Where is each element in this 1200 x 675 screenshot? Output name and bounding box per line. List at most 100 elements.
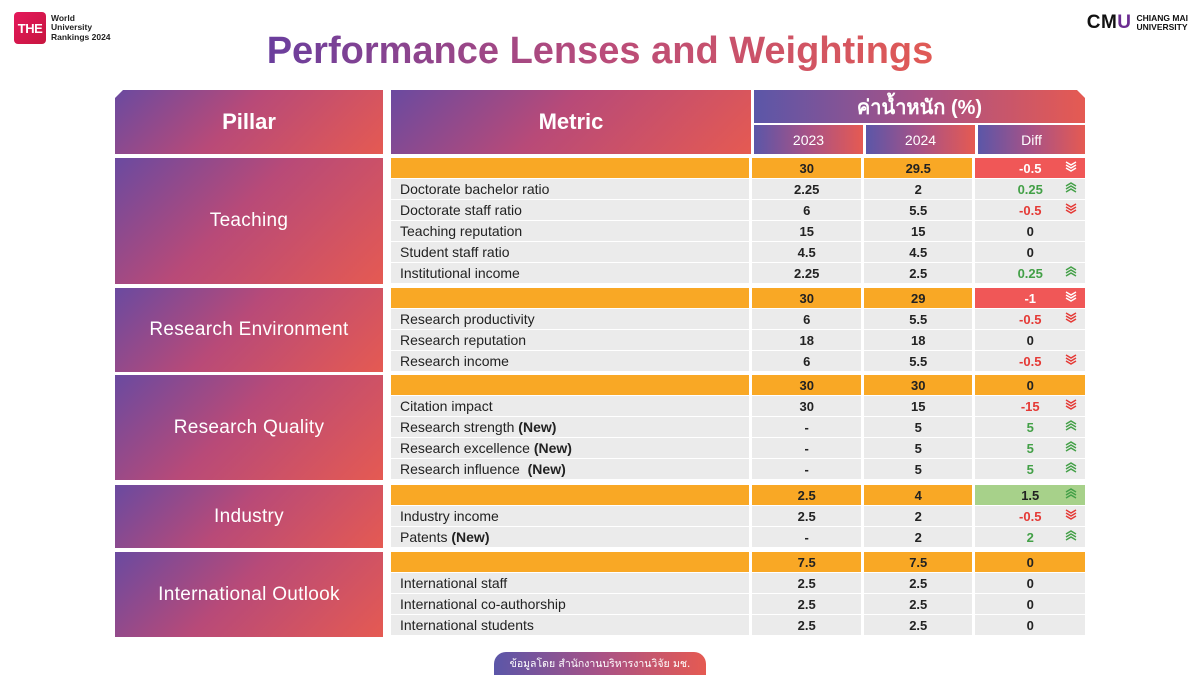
weight-diff: 0 [975,221,1085,241]
weight-diff: 0 [975,242,1085,262]
weight-2023: 30 [752,396,861,416]
metric-name: International staff [391,573,750,593]
double-chevron-down-icon [1065,161,1077,175]
metric-row: Research productivity 6 5.5 -0.5 [391,309,1085,329]
double-chevron-down-icon [1065,354,1077,368]
metric-row: Research income 6 5.5 -0.5 [391,351,1085,371]
weight-2024: 18 [863,330,973,350]
weight-diff: 0 [975,552,1085,572]
weight-2023: 18 [752,330,861,350]
double-chevron-down-icon [1065,399,1077,413]
weight-diff: 5 [975,459,1085,479]
weight-2024: 5.5 [863,309,973,329]
metric-row: Institutional income 2.25 2.5 0.25 [391,263,1085,283]
weight-2024: 5 [863,417,973,437]
double-chevron-down-icon [1065,509,1077,523]
weight-2024: 2.5 [863,573,973,593]
weight-diff: 0 [975,594,1085,614]
weight-2024: 2 [863,506,973,526]
weight-2024: 15 [863,221,973,241]
metric-name [391,552,750,572]
page-title: Performance Lenses and Weightings [266,30,934,72]
weight-2023: - [752,438,861,458]
metric-row: Research excellence (New) -5 5 [391,438,1085,458]
weight-diff: -15 [975,396,1085,416]
weight-2023: 2.5 [752,573,861,593]
weight-diff: -1 [975,288,1085,308]
weight-2023: 2.5 [752,485,861,505]
pillar-total-row: 7.5 7.5 0 [391,552,1085,572]
double-chevron-down-icon [1065,203,1077,217]
metric-name [391,375,750,395]
weight-2023: - [752,527,861,547]
weight-2024: 2 [863,179,973,199]
metric-name: Doctorate bachelor ratio [391,179,750,199]
weight-2023: 30 [752,288,861,308]
pillar-total-row: 30 29.5 -0.5 [391,158,1085,178]
year-2023-header: 2023 [754,125,863,154]
year-2024-header: 2024 [866,125,975,154]
weight-2023: 2.5 [752,506,861,526]
weight-2023: 6 [752,309,861,329]
metric-row: Student staff ratio 4.5 4.5 0 [391,242,1085,262]
metric-name: International co-authorship [391,594,750,614]
weight-2024: 2.5 [863,594,973,614]
metric-row: Doctorate staff ratio 6 5.5 -0.5 [391,200,1085,220]
metric-row: Research strength (New) -5 5 [391,417,1085,437]
double-chevron-up-icon [1065,488,1077,502]
pillar-cell: Research Quality [115,375,383,480]
double-chevron-up-icon [1065,266,1077,280]
weight-diff: -0.5 [975,351,1085,371]
double-chevron-up-icon [1065,462,1077,476]
metric-row: Research reputation 18 18 0 [391,330,1085,350]
new-badge: (New) [533,440,572,456]
weight-2024: 5.5 [863,200,973,220]
weight-2024: 5 [863,459,973,479]
double-chevron-down-icon [1065,312,1077,326]
double-chevron-down-icon [1065,291,1077,305]
weight-diff: 0.25 [975,263,1085,283]
double-chevron-up-icon [1065,182,1077,196]
metric-name: Institutional income [391,263,750,283]
metric-name: Research productivity [391,309,750,329]
metric-row: International students 2.5 2.5 0 [391,615,1085,635]
metric-row: Doctorate bachelor ratio 2.25 2 0.25 [391,179,1085,199]
metric-row: International co-authorship 2.5 2.5 0 [391,594,1085,614]
weight-2024: 2.5 [863,263,973,283]
weight-2024: 30 [863,375,973,395]
new-badge: (New) [527,461,566,477]
metric-name: Research income [391,351,750,371]
metric-name: Doctorate staff ratio [391,200,750,220]
the-logo: THE World University Rankings 2024 [14,12,111,44]
pillar-cell: International Outlook [115,552,383,637]
metric-name: Patents (New) [391,527,750,547]
new-badge: (New) [451,529,490,545]
the-logo-text: World University Rankings 2024 [51,12,111,42]
cmu-logo-text: CHIANG MAI UNIVERSITY [1136,13,1188,32]
weight-2024: 5.5 [863,351,973,371]
double-chevron-up-icon [1065,420,1077,434]
metric-name: Citation impact [391,396,750,416]
double-chevron-up-icon [1065,530,1077,544]
source-footer: ข้อมูลโดย สำนักงานบริหารงานวิจัย มช. [494,652,706,675]
diff-header: Diff [978,125,1085,154]
weight-2023: 30 [752,158,861,178]
weight-diff: -0.5 [975,506,1085,526]
weight-diff: 0.25 [975,179,1085,199]
pillar-cell: Teaching [115,158,383,284]
weight-diff: 0 [975,573,1085,593]
weight-diff: 2 [975,527,1085,547]
double-chevron-up-icon [1065,441,1077,455]
cmu-logo-mark: CMU [1086,12,1132,33]
pillar-total-row: 2.5 4 1.5 [391,485,1085,505]
weight-2023: 2.5 [752,615,861,635]
weight-2024: 29 [863,288,973,308]
weight-2023: - [752,459,861,479]
weight-2024: 2.5 [863,615,973,635]
weight-2024: 2 [863,527,973,547]
weight-diff: 0 [975,615,1085,635]
metric-name: Student staff ratio [391,242,750,262]
metric-row: Citation impact 30 15 -15 [391,396,1085,416]
weight-2024: 4 [863,485,973,505]
